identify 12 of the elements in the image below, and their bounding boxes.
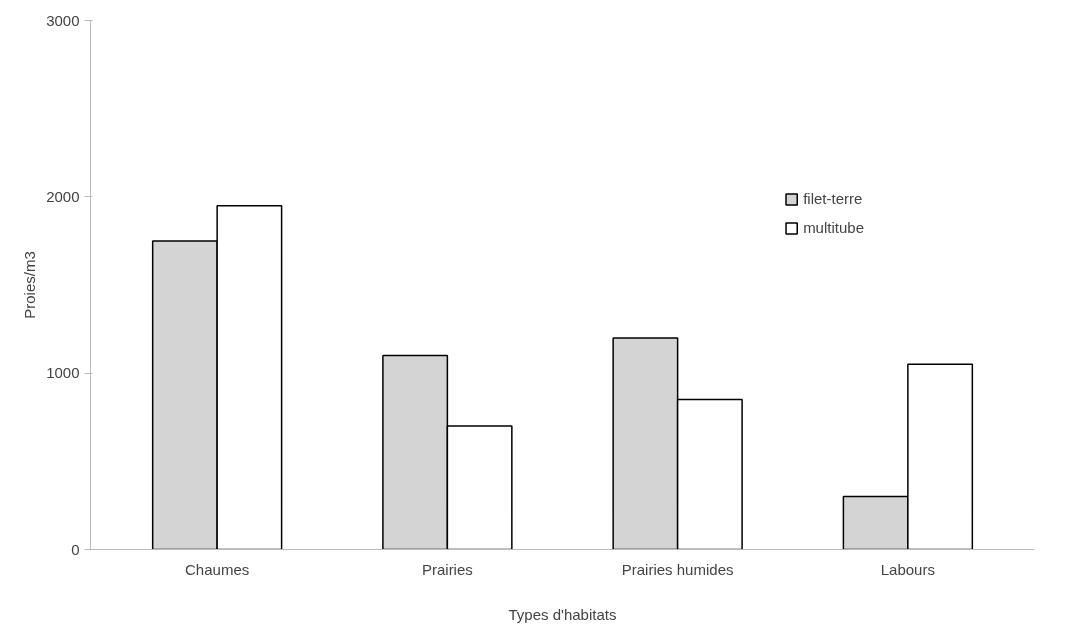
legend-label: filet-terre	[803, 190, 863, 207]
y-tick-label: 0	[71, 540, 80, 558]
legend-label: multitube	[803, 219, 864, 236]
y-axis-title: Proies/m3	[21, 251, 39, 319]
x-tick-label: Labours	[880, 560, 935, 578]
x-tick-label: Prairies	[421, 560, 473, 578]
y-tick-label: 3000	[46, 11, 80, 29]
y-tick-label: 2000	[46, 187, 80, 205]
x-tick-label: Chaumes	[185, 560, 250, 578]
x-tick-label: Prairies humides	[621, 560, 734, 578]
y-tick-label: 1000	[46, 364, 80, 382]
x-axis-title: Types d'habitats	[508, 605, 617, 623]
